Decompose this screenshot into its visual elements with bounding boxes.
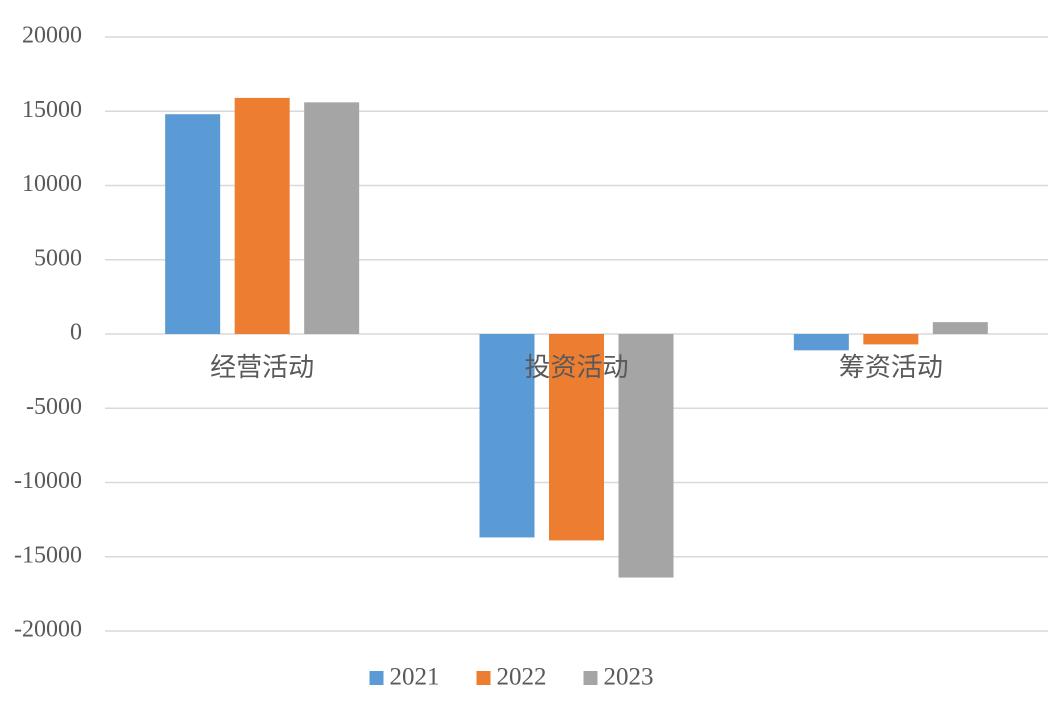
x-tick-label: 经营活动 [210,353,314,382]
legend-swatch [583,671,598,685]
legend-label: 2022 [497,664,547,691]
bar [618,334,674,578]
bar [479,334,535,538]
y-tick-label: 10000 [22,171,82,197]
y-tick-label: 20000 [22,23,82,49]
x-tick-label: 筹资活动 [839,353,943,382]
y-tick-label: -10000 [14,468,82,494]
bar [304,102,360,334]
y-tick-label: 15000 [22,97,82,123]
y-tick-label: 0 [70,320,82,346]
bar [863,334,919,345]
bar [234,97,290,334]
bar [165,114,221,334]
y-tick-label: -15000 [14,542,82,568]
y-tick-label: -5000 [26,394,82,420]
bar [793,334,849,351]
legend-swatch [369,671,384,685]
bar [549,334,604,541]
legend-swatch [476,671,491,685]
legend-label: 2021 [390,664,440,691]
y-tick-label: 5000 [34,245,82,271]
x-tick-label: 投资活动 [524,353,628,382]
y-tick-label: -20000 [14,617,82,643]
bar [932,322,988,334]
legend-label: 2023 [604,664,654,691]
